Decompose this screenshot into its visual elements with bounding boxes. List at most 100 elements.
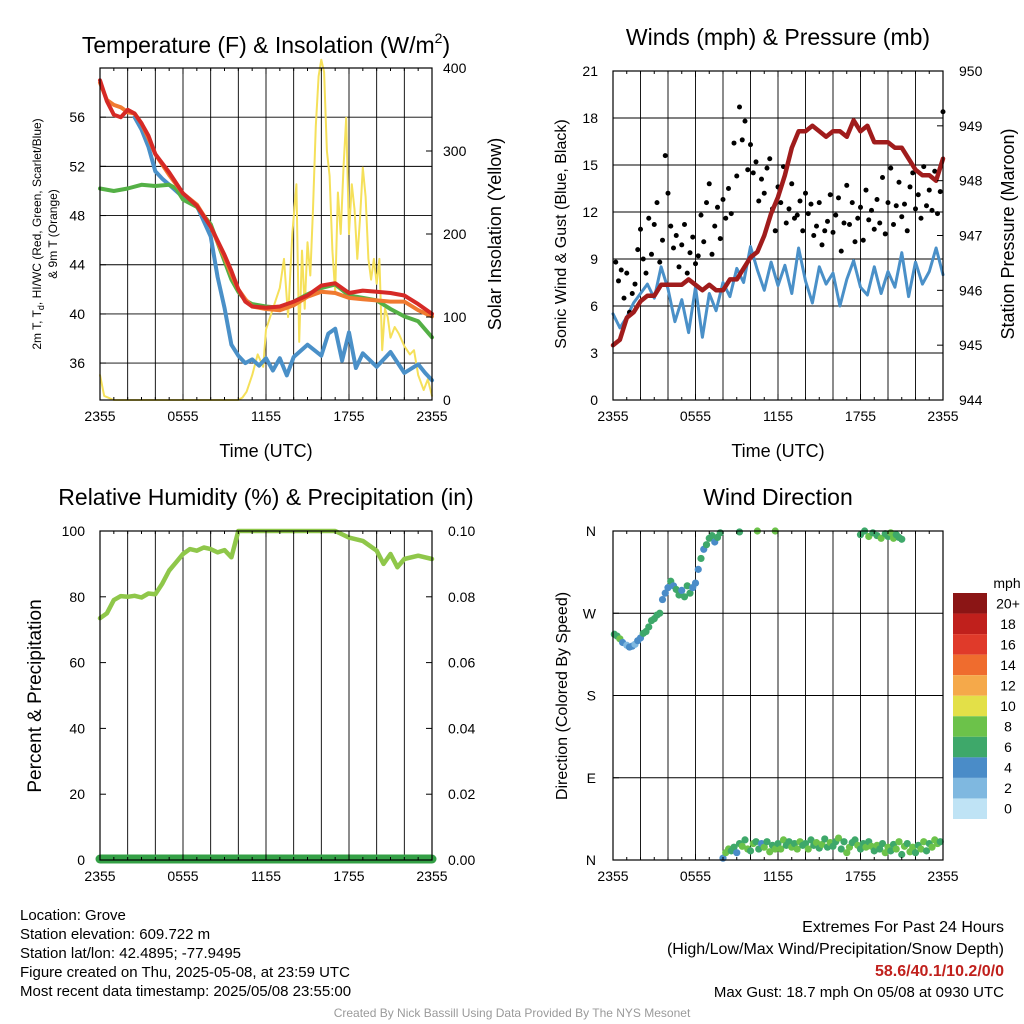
gust-point bbox=[764, 165, 770, 171]
gust-point bbox=[932, 168, 938, 174]
gust-point bbox=[676, 264, 682, 270]
wind-direction-point bbox=[928, 843, 936, 851]
wind-direction-point bbox=[812, 839, 821, 847]
y-tick-label: 52 bbox=[69, 158, 85, 174]
gust-point bbox=[918, 215, 924, 221]
wind-direction-point bbox=[766, 848, 774, 856]
wind-direction-point bbox=[785, 838, 793, 846]
gust-point bbox=[805, 211, 811, 217]
y-tick-label: 0 bbox=[77, 852, 85, 868]
wind-direction-point bbox=[658, 595, 667, 604]
y2-tick-label: 944 bbox=[959, 392, 983, 408]
wind-direction-point bbox=[738, 842, 746, 850]
chart-title-main: Temperature (F) & Insolation (W/m bbox=[82, 32, 435, 58]
y-tick-label: 12 bbox=[582, 204, 598, 220]
wind-direction-point bbox=[678, 586, 686, 595]
y-tick-label: 40 bbox=[69, 306, 85, 322]
gust-point bbox=[921, 164, 927, 170]
y-tick-label: 60 bbox=[69, 655, 85, 671]
extremes-title: Extremes For Past 24 Hours bbox=[802, 919, 1004, 936]
y-tick-label: E bbox=[587, 770, 596, 786]
gust-point bbox=[819, 242, 825, 248]
y-tick-label: 0 bbox=[590, 392, 598, 408]
wind-direction-point bbox=[763, 838, 771, 846]
gust-point bbox=[709, 251, 715, 257]
gust-point bbox=[720, 196, 726, 202]
gust-point bbox=[904, 228, 910, 234]
gust-point bbox=[910, 170, 916, 176]
gust-point bbox=[706, 181, 712, 187]
y-axis-label: Percent & Precipitation bbox=[25, 599, 46, 792]
gust-point bbox=[723, 215, 729, 221]
gust-point bbox=[698, 212, 704, 218]
chart-title: Relative Humidity (%) & Precipitation (i… bbox=[58, 484, 473, 510]
gust-point bbox=[616, 278, 621, 284]
x-tick-label: 1755 bbox=[333, 868, 364, 884]
gust-point bbox=[866, 217, 872, 223]
y-axis-label: Sonic Wind & Gust (Blue, Black) bbox=[553, 119, 570, 348]
colorbar-label: 4 bbox=[1004, 760, 1012, 776]
gust-point bbox=[797, 198, 803, 204]
gust-point bbox=[822, 228, 828, 234]
y2-tick-label: 948 bbox=[959, 173, 983, 189]
gust-point bbox=[913, 206, 918, 212]
gust-point bbox=[929, 207, 935, 213]
gust-point bbox=[816, 200, 822, 206]
gust-point bbox=[882, 231, 888, 237]
x-tick-label: 2355 bbox=[416, 408, 447, 424]
created-text: Figure created on Thu, 2025-05-08, at 23… bbox=[20, 964, 350, 981]
y2-tick-label: 946 bbox=[959, 282, 983, 298]
wind-direction-point bbox=[876, 845, 884, 853]
wind-direction-point bbox=[911, 849, 920, 857]
panel-temp: 2355 0555 1155 1755 2355 36 40 44 48 52 56 0 100 200 3… bbox=[30, 30, 505, 461]
gust-point bbox=[907, 184, 913, 190]
x-tick-label: 0555 bbox=[680, 408, 711, 424]
max-gust-text: Max Gust: 18.7 mph On 05/08 at 0930 UTC bbox=[713, 984, 1004, 1001]
y2-tick-label: 0.08 bbox=[448, 589, 475, 605]
gust-point bbox=[679, 242, 685, 248]
gust-point bbox=[899, 214, 905, 220]
wind-direction-point bbox=[843, 849, 851, 857]
location-text: Location: Grove bbox=[20, 907, 126, 924]
y-tick-label: 36 bbox=[69, 355, 85, 371]
gust-point bbox=[844, 182, 850, 188]
y-tick-label: N bbox=[586, 852, 596, 868]
gust-point bbox=[767, 156, 773, 162]
gust-point bbox=[726, 186, 731, 191]
sonic-wind-line bbox=[611, 245, 945, 339]
gust-point bbox=[855, 215, 861, 221]
gust-point bbox=[772, 228, 778, 234]
gust-point bbox=[935, 211, 940, 217]
colorbar-label: 10 bbox=[1000, 698, 1016, 714]
y2-tick-label: 0.00 bbox=[448, 852, 475, 868]
gust-point bbox=[734, 173, 740, 179]
gust-point bbox=[737, 104, 742, 110]
gust-point bbox=[684, 270, 690, 276]
gust-point bbox=[668, 223, 674, 229]
latlon-text: Station lat/lon: 42.4895; -77.9495 bbox=[20, 945, 242, 962]
wind-direction-point bbox=[898, 850, 906, 859]
x-axis-label: Time (UTC) bbox=[731, 441, 824, 461]
y-tick-label: 3 bbox=[590, 345, 598, 361]
colorbar-swatch bbox=[953, 613, 987, 635]
gust-point bbox=[891, 222, 896, 228]
x-tick-label: 2355 bbox=[84, 868, 115, 884]
gust-point bbox=[888, 165, 894, 171]
colorbar-label: 6 bbox=[1004, 739, 1012, 755]
gust-point bbox=[811, 233, 817, 238]
gust-point bbox=[896, 179, 902, 185]
y2-tick-label: 400 bbox=[443, 60, 467, 76]
wind-direction-point bbox=[694, 565, 702, 573]
gust-point bbox=[915, 192, 921, 198]
gust-point bbox=[671, 245, 676, 251]
gust-point bbox=[662, 153, 668, 159]
relative-humidity-line bbox=[97, 528, 435, 621]
colorbar-label: 18 bbox=[1000, 616, 1016, 632]
wind-direction-point bbox=[898, 535, 906, 543]
gust-point bbox=[750, 170, 756, 176]
wind-direction-point bbox=[834, 834, 843, 842]
wind-direction-point bbox=[779, 836, 788, 844]
gust-point bbox=[613, 259, 619, 265]
extremes-values: 58.6/40.1/10.2/0/0 bbox=[875, 963, 1004, 980]
wind-direction-point bbox=[922, 847, 931, 855]
